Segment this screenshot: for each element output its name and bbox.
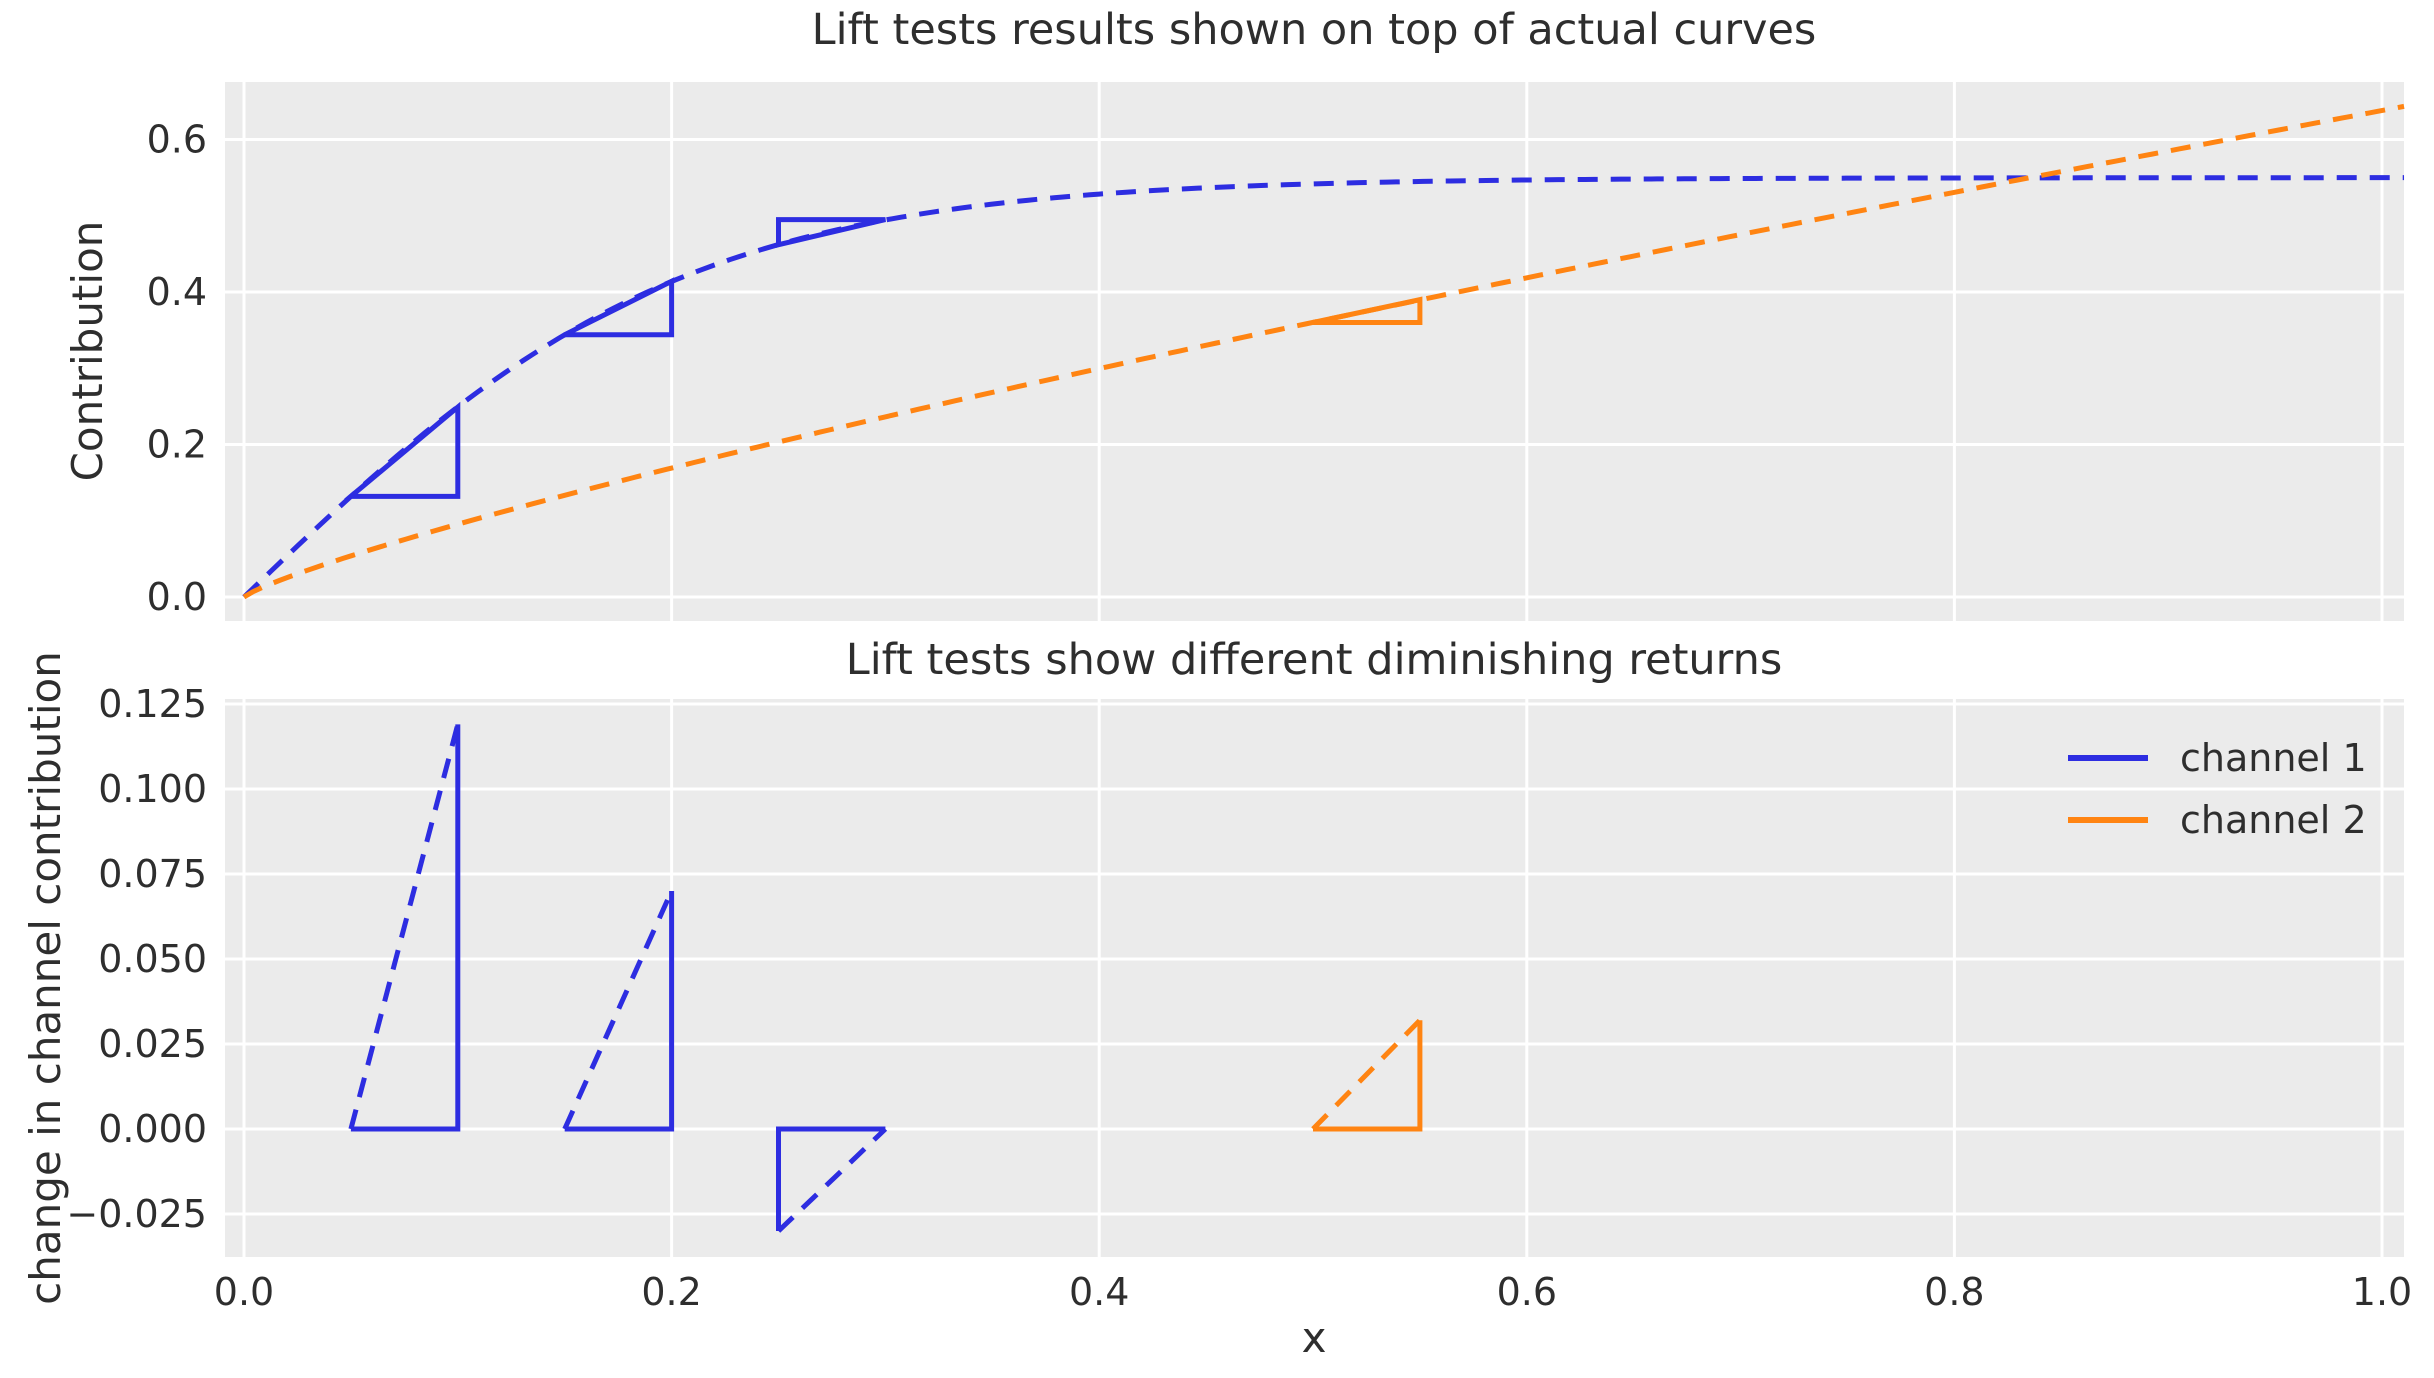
y-tick-label: 0.2: [147, 423, 207, 467]
x-tick-label: 0.2: [641, 1270, 701, 1314]
lift-test-triangle-hypotenuse: [1311, 1018, 1422, 1131]
lift-test-triangle-hypotenuse: [562, 889, 674, 1131]
lift-test-triangle-legs: [350, 724, 461, 1132]
bottom-plot-title: Lift tests show different diminishing re…: [846, 635, 1783, 685]
legend-item-label: channel 1: [2180, 736, 2367, 780]
top-plot-y-axis-label: Contribution: [63, 221, 112, 482]
legend: channel 1 channel 2: [2068, 736, 2367, 842]
x-tick-label: 0.8: [1924, 1270, 1984, 1314]
top-plot: 0.0 0.2 0.4 0.6 Lift tests results shown on…: [63, 5, 2405, 621]
legend-item-label: channel 2: [2180, 798, 2367, 842]
plot-background: [225, 699, 2404, 1257]
lift-test-triangle-hypotenuse: [348, 723, 461, 1130]
x-tick-label: 0.6: [1497, 1270, 1557, 1314]
lift-test-triangle: [1312, 296, 1423, 325]
x-tick-label: 1.0: [2352, 1270, 2412, 1314]
top-plot-title: Lift tests results shown on top of actua…: [812, 5, 1817, 55]
lift-test-triangle-legs: [564, 891, 675, 1132]
y-tick-label: 0.000: [98, 1107, 207, 1151]
y-tick-label: 0.050: [98, 937, 207, 981]
channel-1-curve: [242, 175, 2405, 599]
bottom-plot-y-axis-label: change in channel contribution: [21, 651, 70, 1305]
y-tick-label: −0.025: [66, 1192, 207, 1236]
lift-test-triangle: [776, 217, 886, 248]
y-tick-label: 0.025: [98, 1022, 207, 1066]
lift-test-triangle: [563, 277, 675, 338]
top-plot-canvas: 0.0 0.2 0.4 0.6: [147, 82, 2405, 621]
y-tick-label: 0.4: [147, 270, 207, 314]
lift-test-triangle-hypotenuse: [776, 1127, 888, 1233]
x-tick-label: 0.0: [214, 1270, 274, 1314]
plot-background: [225, 82, 2404, 621]
x-tick-label: 0.4: [1069, 1270, 1129, 1314]
channel-2-curve: [242, 103, 2405, 600]
y-tick-label: 0.125: [98, 682, 207, 726]
y-tick-label: 0.075: [98, 852, 207, 896]
y-tick-label: 0.100: [98, 767, 207, 811]
lift-test-triangle-legs: [776, 1126, 886, 1231]
lift-test-triangle: [344, 401, 461, 499]
y-tick-label: 0.0: [147, 575, 207, 619]
y-tick-label: 0.6: [147, 118, 207, 162]
lift-test-triangle-legs: [1313, 1020, 1423, 1132]
bottom-plot-x-axis-label: x: [1302, 1313, 1327, 1362]
